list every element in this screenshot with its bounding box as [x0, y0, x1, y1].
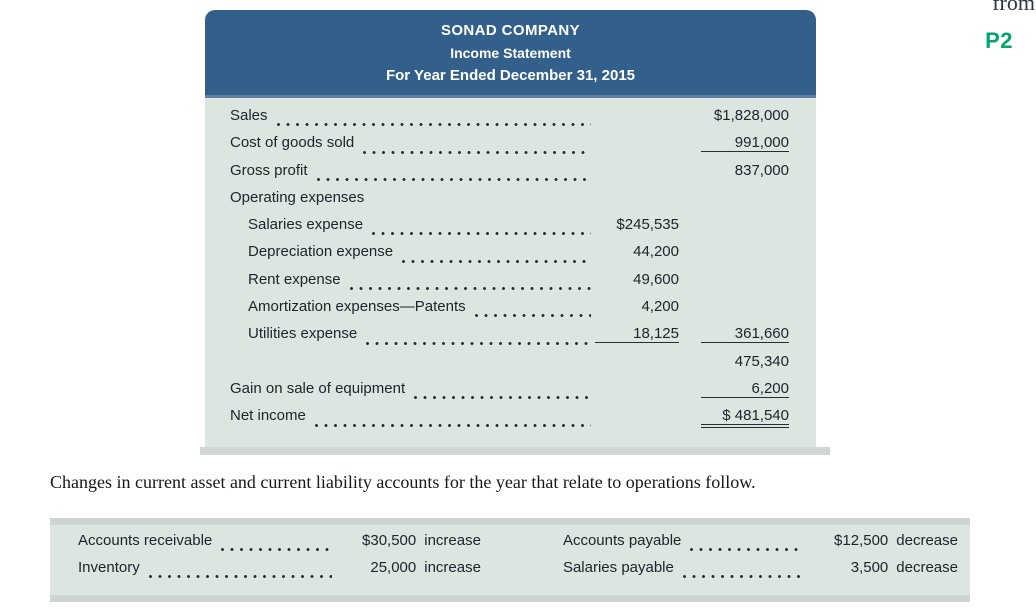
amount-col1: 18,125	[595, 325, 679, 344]
company-name: SONAD COMPANY	[440, 22, 581, 39]
row-label: Amortization expenses—Patents	[248, 298, 466, 316]
statement-row: Rent expense 49,600	[230, 270, 789, 299]
amount-col1: 4,200	[641, 298, 679, 316]
row-label: Salaries expense	[248, 216, 364, 234]
statement-row: Net income $ 481,540	[230, 407, 789, 435]
account-label: Accounts payable	[562, 532, 682, 549]
row-label: Gain on sale of equipment	[230, 379, 406, 397]
dot-leader	[686, 532, 805, 559]
account-label: Salaries payable	[562, 559, 674, 576]
dot-leader	[362, 325, 591, 353]
statement-row: Depreciation expense 44,200	[230, 243, 789, 271]
account-direction: decrease	[896, 559, 958, 576]
statement-row: Utilities expense 18,125 361,660	[230, 325, 789, 353]
row-label: Sales	[230, 107, 268, 124]
statement-row: Salaries expense $245,535	[230, 216, 789, 244]
dot-leader	[272, 107, 591, 135]
account-label: Accounts receivable	[78, 532, 213, 549]
income-statement-card: SONAD COMPANY Income Statement For Year …	[205, 10, 816, 447]
statement-row: Gross profit 837,000	[230, 161, 789, 189]
amount-col2: 6,200	[701, 380, 789, 398]
account-amount: $12,500	[834, 532, 889, 549]
dot-leader	[678, 559, 805, 586]
row-label: Gross profit	[230, 161, 308, 179]
amount-col1: 44,200	[633, 243, 679, 261]
statement-row: Gain on sale of equipment 6,200	[230, 379, 789, 408]
account-direction: increase	[424, 559, 481, 576]
account-amount: 25,000	[370, 559, 417, 576]
dot-leader	[217, 532, 333, 559]
dot-leader	[368, 216, 591, 244]
statement-row: Cost of goods sold 991,000	[230, 134, 789, 162]
dot-leader	[470, 298, 591, 326]
margin-note-partial-text: from	[992, 0, 1035, 15]
amount-col1: 49,600	[633, 270, 679, 288]
row-label: Depreciation expense	[248, 243, 394, 261]
statement-body: Sales $1,828,000 Cost of goods sold 991,…	[205, 98, 816, 447]
row-label: Cost of goods sold	[230, 134, 355, 152]
amount-col2: 991,000	[701, 134, 789, 153]
amount-col1: $245,535	[616, 216, 679, 234]
dot-leader	[310, 407, 591, 435]
account-direction: increase	[424, 532, 481, 549]
row-label: Operating expenses	[230, 188, 365, 206]
table-cell-group: Inventory 25,000 increase	[50, 559, 513, 586]
table-cell-group: Accounts receivable $30,500 increase	[50, 532, 513, 559]
amount-col2: $1,828,000	[713, 107, 789, 124]
table-cell-group: Accounts payable $12,500 decrease	[513, 532, 970, 559]
statement-header: SONAD COMPANY Income Statement For Year …	[205, 10, 816, 98]
row-label: Utilities expense	[248, 325, 358, 343]
account-label: Inventory	[78, 559, 140, 576]
account-amount: $30,500	[362, 532, 417, 549]
dot-leader	[359, 134, 591, 162]
amount-col2: 475,340	[734, 352, 789, 370]
amount-col2: $ 481,540	[701, 407, 789, 429]
table-row: Inventory 25,000 increase Salaries payab…	[50, 559, 970, 586]
table-top-border	[50, 518, 970, 525]
statement-card-shadow	[200, 447, 830, 455]
statement-row: Sales $1,828,000	[230, 107, 789, 135]
dot-leader	[144, 559, 333, 586]
amount-col2: 837,000	[734, 161, 789, 179]
dot-leader	[398, 243, 591, 271]
statement-period: For Year Ended December 31, 2015	[385, 67, 636, 84]
narrative-text: Changes in current asset and current lia…	[50, 472, 756, 492]
statement-row: Operating expenses	[230, 189, 789, 216]
row-label: Rent expense	[248, 270, 341, 288]
row-label: Net income	[230, 407, 306, 425]
amount-col2: 361,660	[701, 325, 789, 344]
dot-leader	[312, 161, 591, 189]
statement-row: 475,340	[230, 353, 789, 380]
table-cell-group: Salaries payable 3,500 decrease	[513, 559, 970, 586]
table-bottom-border	[50, 595, 970, 602]
account-changes-table: Accounts receivable $30,500 increase Acc…	[50, 518, 970, 602]
learning-objective-tag: P2	[985, 28, 1013, 53]
dot-leader	[410, 379, 591, 408]
table-row: Accounts receivable $30,500 increase Acc…	[50, 532, 970, 559]
table-body: Accounts receivable $30,500 increase Acc…	[50, 525, 970, 595]
dot-leader	[345, 270, 591, 299]
account-direction: decrease	[896, 532, 958, 549]
statement-title: Income Statement	[450, 45, 571, 61]
account-amount: 3,500	[850, 559, 889, 576]
statement-row: Amortization expenses—Patents 4,200	[230, 298, 789, 326]
